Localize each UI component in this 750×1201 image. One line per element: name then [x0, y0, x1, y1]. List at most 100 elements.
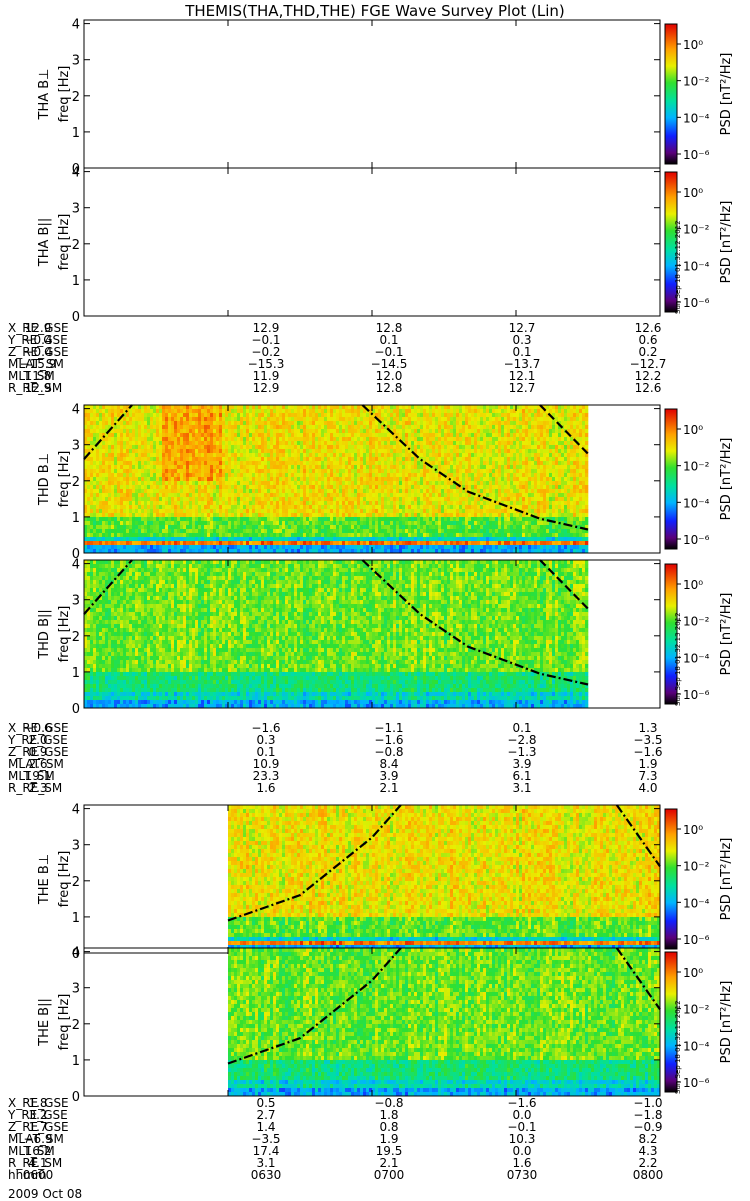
spectrogram-cell: [375, 481, 378, 485]
spectrogram-cell: [234, 509, 237, 513]
spectrogram-cell: [273, 429, 276, 433]
spectrogram-cell: [90, 497, 93, 501]
spectrogram-cell: [411, 465, 414, 469]
spectrogram-cell: [231, 437, 234, 441]
spectrogram-cell: [366, 489, 369, 493]
spectrogram-cell: [162, 477, 165, 481]
spectrogram-cell: [138, 529, 141, 533]
spectrogram-cell: [426, 425, 429, 429]
spectrogram-cell: [282, 421, 285, 425]
spectrogram-cell: [222, 437, 225, 441]
spectrogram-cell: [273, 505, 276, 509]
spectrogram-cell: [210, 541, 213, 545]
spectrogram-cell: [414, 461, 417, 465]
spectrogram-cell: [252, 493, 255, 497]
spectrogram-cell: [351, 429, 354, 433]
spectrogram-cell: [285, 489, 288, 493]
spectrogram-cell: [144, 465, 147, 469]
spectrogram-cell: [291, 521, 294, 525]
spectrogram-cell: [204, 509, 207, 513]
spectrogram-cell: [315, 489, 318, 493]
spectrogram-cell: [288, 509, 291, 513]
spectrogram-cell: [126, 477, 129, 481]
spectrogram-cell: [471, 449, 474, 453]
spectrogram-cell: [117, 469, 120, 473]
spectrogram-cell: [144, 469, 147, 473]
spectrogram-cell: [378, 501, 381, 505]
spectrogram-cell: [306, 493, 309, 497]
spectrogram-cell: [210, 409, 213, 413]
spectrogram-cell: [225, 421, 228, 425]
spectrogram-cell: [183, 509, 186, 513]
spectrogram-cell: [297, 437, 300, 441]
spectrogram-cell: [318, 497, 321, 501]
spectrogram-cell: [336, 409, 339, 413]
spectrogram-cell: [453, 461, 456, 465]
spectrogram-cell: [345, 477, 348, 481]
spectrogram-cell: [147, 541, 150, 545]
spectrogram-cell: [336, 429, 339, 433]
spectrogram-cell: [129, 437, 132, 441]
spectrogram-cell: [282, 501, 285, 505]
spectrogram-cell: [189, 437, 192, 441]
spectrogram-cell: [390, 405, 393, 409]
spectrogram-cell: [177, 437, 180, 441]
spectrogram-cell: [408, 457, 411, 461]
spectrogram-cell: [441, 501, 444, 505]
spectrogram-cell: [87, 497, 90, 501]
spectrogram-cell: [231, 469, 234, 473]
spectrogram-cell: [198, 509, 201, 513]
spectrogram-cell: [300, 473, 303, 477]
spectrogram-cell: [228, 485, 231, 489]
spectrogram-cell: [243, 449, 246, 453]
spectrogram-cell: [222, 453, 225, 457]
spectrogram-cell: [108, 477, 111, 481]
spectrogram-cell: [477, 417, 480, 421]
spectrogram-cell: [291, 473, 294, 477]
spectrogram-cell: [174, 529, 177, 533]
spectrogram-cell: [288, 521, 291, 525]
spectrogram-cell: [183, 405, 186, 409]
spectrogram-cell: [450, 485, 453, 489]
spectrogram-cell: [306, 541, 309, 545]
spectrogram-cell: [177, 441, 180, 445]
spectrogram-cell: [387, 473, 390, 477]
spectrogram-cell: [423, 489, 426, 493]
spectrogram-cell: [123, 481, 126, 485]
spectrogram-cell: [399, 477, 402, 481]
spectrogram-cell: [288, 505, 291, 509]
spectrogram-cell: [318, 429, 321, 433]
spectrogram-cell: [468, 405, 471, 409]
spectrogram-cell: [468, 517, 471, 521]
spectrogram-cell: [219, 485, 222, 489]
spectrogram-cell: [480, 417, 483, 421]
spectrogram-cell: [363, 449, 366, 453]
spectrogram-cell: [474, 469, 477, 473]
spectrogram-cell: [270, 529, 273, 533]
spectrogram-cell: [135, 545, 138, 549]
spectrogram-cell: [234, 513, 237, 517]
spectrogram-cell: [219, 405, 222, 409]
spectrogram-cell: [441, 441, 444, 445]
spectrogram-cell: [198, 501, 201, 505]
spectrogram-cell: [348, 509, 351, 513]
spectrogram-cell: [207, 493, 210, 497]
spectrogram-cell: [411, 445, 414, 449]
spectrogram-cell: [447, 413, 450, 417]
spectrogram-cell: [456, 517, 459, 521]
spectrogram-cell: [147, 489, 150, 493]
spectrogram-cell: [426, 485, 429, 489]
spectrogram-cell: [264, 425, 267, 429]
spectrogram-cell: [312, 497, 315, 501]
spectrogram-cell: [447, 469, 450, 473]
spectrogram-cell: [246, 513, 249, 517]
spectrogram-cell: [279, 481, 282, 485]
spectrogram-cell: [444, 465, 447, 469]
spectrogram-cell: [192, 517, 195, 521]
spectrogram-cell: [303, 457, 306, 461]
spectrogram-cell: [333, 497, 336, 501]
spectrogram-cell: [135, 541, 138, 545]
spectrogram-cell: [357, 493, 360, 497]
spectrogram-cell: [375, 529, 378, 533]
spectrogram-cell: [138, 513, 141, 517]
